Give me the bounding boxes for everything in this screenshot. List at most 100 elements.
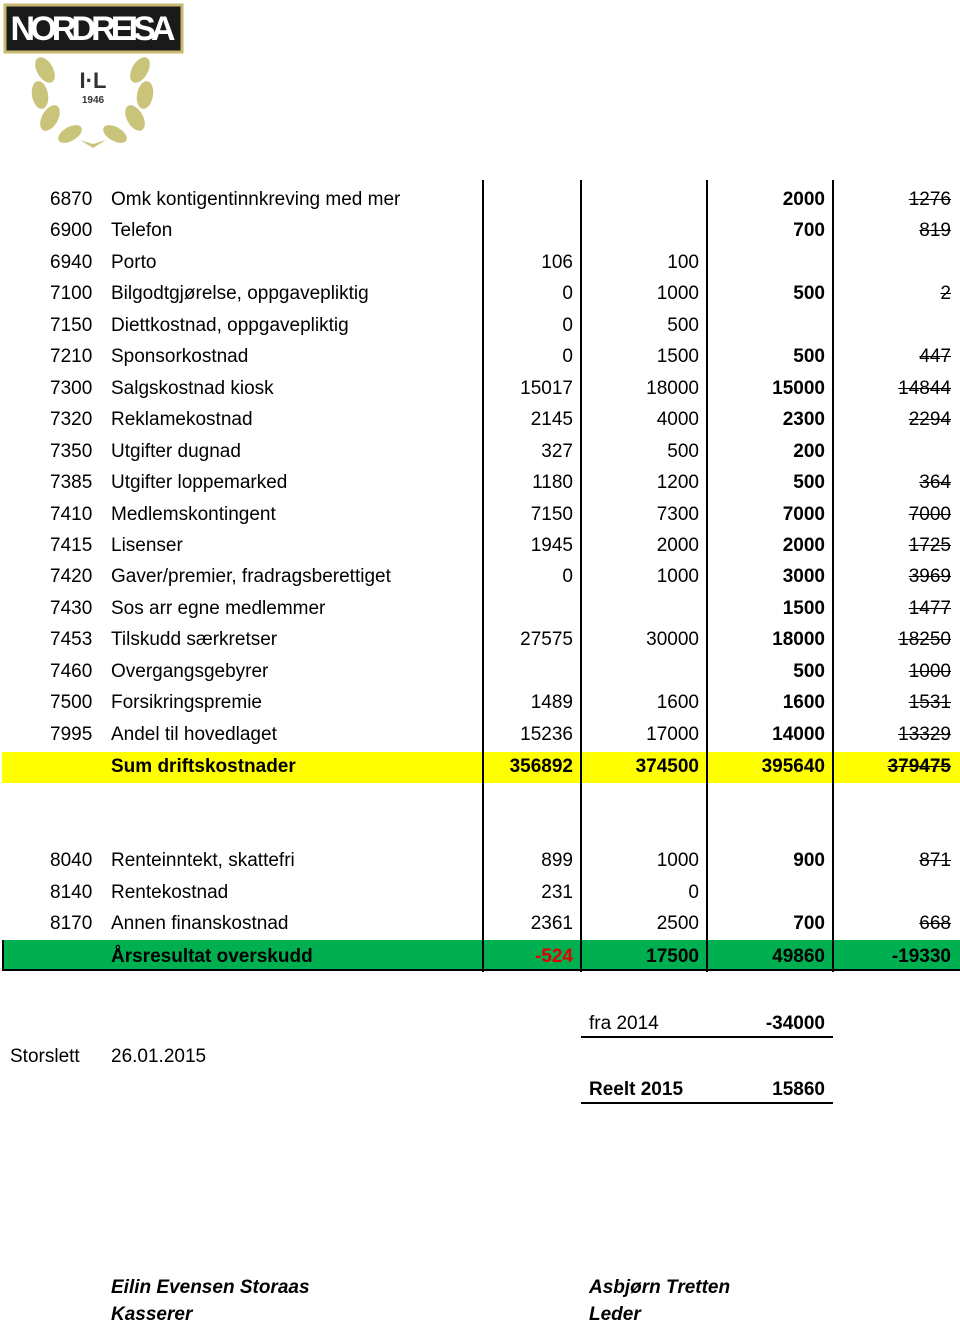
- amount: 1000: [908, 660, 951, 682]
- signature-role: Kasserer: [111, 1304, 193, 1325]
- amount: 1600: [656, 692, 699, 714]
- account-code: 7500: [50, 692, 93, 714]
- amount: 15017: [520, 377, 573, 399]
- amount: 1000: [656, 850, 699, 871]
- account-code: 7410: [50, 503, 93, 525]
- account-code: 7385: [50, 472, 93, 494]
- amount: 356892: [509, 756, 573, 777]
- logo-name: NORDREISA: [11, 10, 176, 48]
- date: 26.01.2015: [111, 1046, 207, 1067]
- account-code: 7150: [50, 314, 93, 336]
- amount: 500: [793, 660, 825, 682]
- amount: 231: [541, 881, 573, 903]
- account-code: 8170: [50, 913, 93, 934]
- account-name: Salgskostnad kiosk: [111, 377, 274, 399]
- amount: -524: [534, 946, 573, 967]
- amount: 2: [940, 283, 951, 305]
- amount: 17500: [646, 946, 699, 967]
- signature-name: Asbjørn Tretten: [589, 1277, 731, 1298]
- amount: 2300: [782, 409, 825, 431]
- underline: [581, 1036, 833, 1038]
- logo-sub: I·L: [80, 68, 107, 93]
- amount: 1180: [532, 472, 573, 494]
- signature-name: Eilin Evensen Storaas: [111, 1277, 310, 1298]
- amount: 15236: [520, 723, 573, 745]
- account-name: Omk kontigentinnkreving med mer: [111, 189, 401, 210]
- amount: 500: [793, 283, 825, 305]
- account-code: 7350: [50, 440, 93, 462]
- account-name: Bilgodtgjørelse, oppgavepliktig: [111, 283, 369, 305]
- place: Storslett: [10, 1046, 80, 1067]
- signature-role: Leder: [589, 1304, 641, 1325]
- account-name: Årsresultat overskudd: [111, 946, 313, 967]
- amount: 364: [919, 472, 951, 494]
- account-name: Tilskudd særkretser: [111, 629, 278, 651]
- amount: 1500: [656, 346, 699, 368]
- account-name: Annen finanskostnad: [111, 913, 289, 934]
- account-code: 7430: [50, 597, 93, 619]
- account-name: Medlemskontingent: [111, 503, 276, 525]
- amount: 7150: [530, 503, 573, 525]
- amount: 379475: [887, 756, 951, 777]
- account-code: 6870: [50, 189, 93, 210]
- account-code: 8040: [50, 850, 93, 871]
- amount: 15000: [772, 377, 825, 399]
- amount: 14000: [772, 723, 825, 745]
- account-code: 7320: [50, 409, 93, 431]
- amount: 500: [793, 346, 825, 368]
- account-name: Gaver/premier, fradragsberettiget: [111, 566, 391, 588]
- account-code: 8140: [50, 881, 93, 903]
- logo: NORDREISA I·L 1946: [3, 3, 184, 148]
- amount: 30000: [646, 629, 699, 651]
- amount: 900: [793, 850, 825, 871]
- amount: 1477: [908, 597, 951, 619]
- account-code: 7300: [50, 377, 93, 399]
- column-rule: [580, 180, 582, 972]
- amount: 500: [667, 440, 699, 462]
- account-code: 6900: [50, 220, 93, 242]
- account-name: Sos arr egne medlemmer: [111, 597, 326, 619]
- amount: 668: [919, 913, 951, 934]
- amount: 2000: [782, 189, 825, 210]
- amount: 17000: [646, 723, 699, 745]
- real-label: Reelt 2015: [589, 1079, 684, 1100]
- account-name: Diettkostnad, oppgavepliktig: [111, 314, 349, 336]
- amount: 700: [793, 220, 825, 242]
- amount: 899: [541, 850, 573, 871]
- account-name: Utgifter dugnad: [111, 440, 241, 462]
- account-code: 7420: [50, 566, 93, 588]
- amount: 1276: [908, 189, 951, 210]
- amount: 200: [793, 440, 825, 462]
- real-value: 15860: [772, 1079, 825, 1100]
- amount: 871: [919, 850, 951, 871]
- amount: 395640: [761, 756, 825, 777]
- amount: 18000: [772, 629, 825, 651]
- amount: 1531: [908, 692, 951, 714]
- amount: 13329: [898, 723, 951, 745]
- account-name: Andel til hovedlaget: [111, 723, 277, 745]
- amount: 0: [562, 314, 573, 336]
- result-band: [2, 940, 960, 971]
- amount: 447: [919, 346, 951, 368]
- account-code: 7460: [50, 660, 93, 682]
- amount: 27575: [520, 629, 573, 651]
- amount: 2000: [782, 534, 825, 556]
- account-name: Sum driftskostnader: [111, 756, 296, 777]
- column-rule: [482, 180, 484, 972]
- amount: 7000: [908, 503, 951, 525]
- account-name: Forsikringspremie: [111, 692, 262, 714]
- amount: 500: [793, 472, 825, 494]
- account-code: 7995: [50, 723, 93, 745]
- account-name: Overgangsgebyrer: [111, 660, 269, 682]
- account-name: Sponsorkostnad: [111, 346, 249, 368]
- amount: 1000: [656, 566, 699, 588]
- amount: 1200: [656, 472, 699, 494]
- amount: 14844: [898, 377, 951, 399]
- amount: 106: [541, 251, 573, 273]
- underline: [581, 1102, 833, 1104]
- amount: 1600: [782, 692, 825, 714]
- amount: 374500: [635, 756, 699, 777]
- amount: -19330: [891, 946, 951, 967]
- amount: 819: [919, 220, 951, 242]
